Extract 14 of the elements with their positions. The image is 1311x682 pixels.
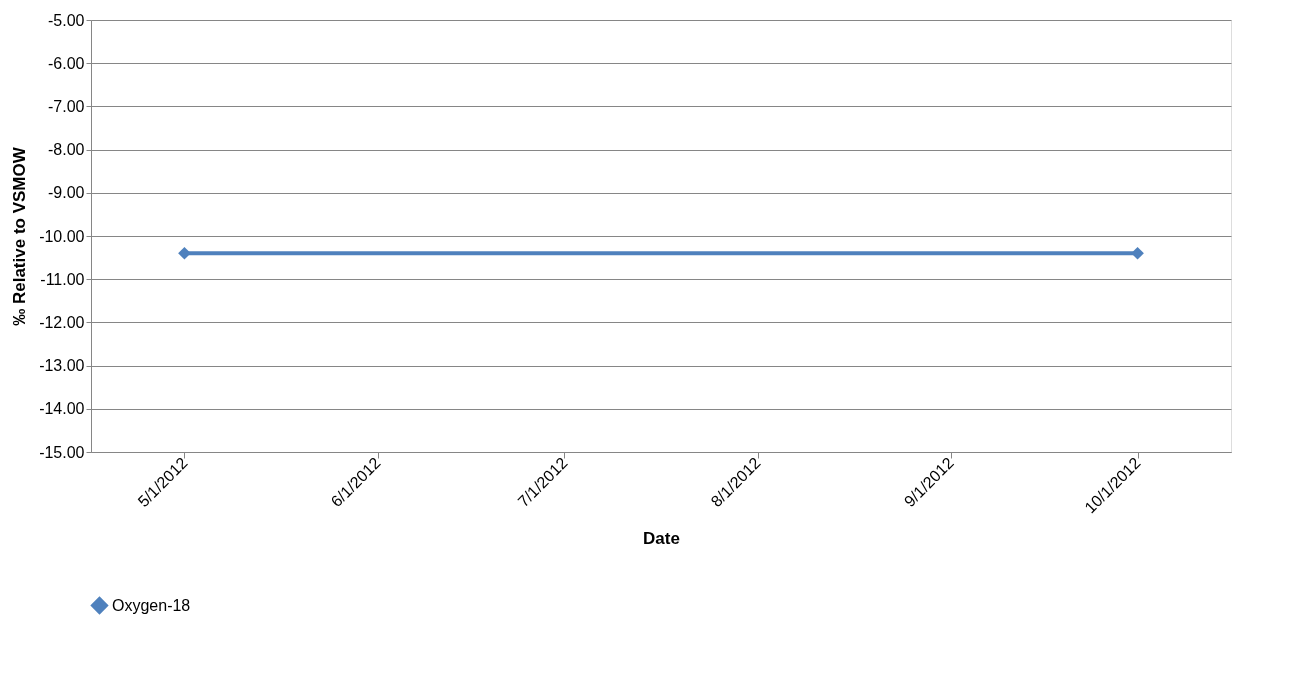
y-tick-label: -11.00 (40, 270, 85, 288)
y-tick-label: -10.00 (39, 227, 85, 245)
y-tick-label: -8.00 (48, 141, 85, 159)
y-tick-label: -6.00 (48, 54, 85, 72)
y-axis-title: ‰ Relative to VSMOW (10, 146, 30, 326)
y-tick-label: -5.00 (48, 11, 85, 29)
y-tick-label: -12.00 (39, 313, 85, 331)
y-tick-label: -9.00 (48, 184, 85, 202)
y-tick-label: -7.00 (48, 97, 85, 115)
y-tick-label: -13.00 (39, 357, 85, 375)
legend-label: Oxygen-18 (112, 596, 191, 614)
y-tick-label: -14.00 (39, 400, 85, 418)
y-tick-label: -15.00 (39, 443, 85, 461)
x-axis-title: Date (643, 529, 680, 549)
